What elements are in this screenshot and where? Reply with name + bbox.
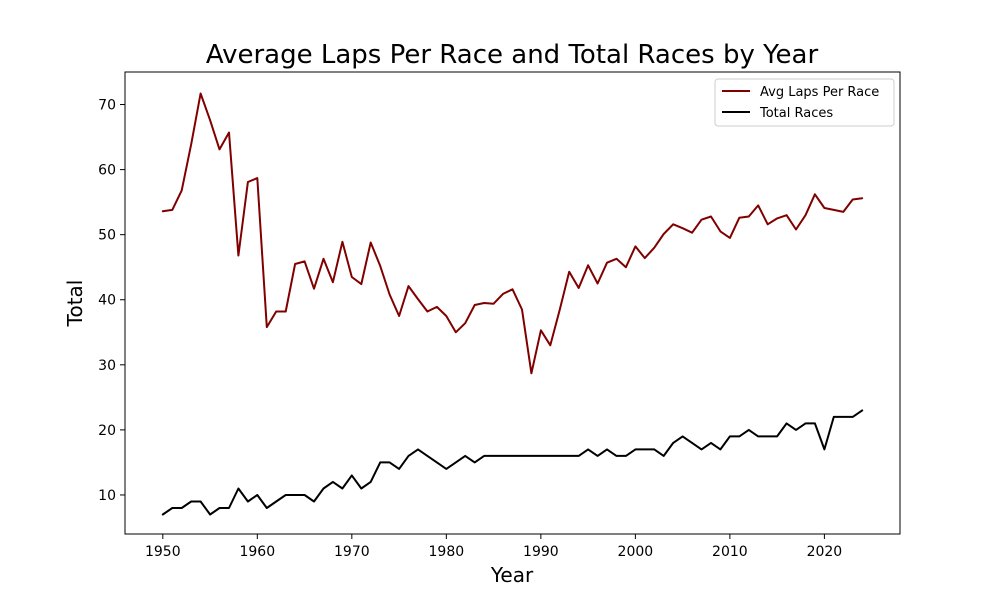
- y-tick-label: 50: [98, 228, 116, 244]
- legend-box: [714, 78, 895, 127]
- x-tick-label: 1990: [523, 544, 559, 560]
- x-tick-label: 1980: [429, 544, 465, 560]
- y-axis: 10 20 30 40 50 60 70: [98, 98, 125, 504]
- x-tick-label: 1970: [334, 544, 370, 560]
- plot-frame: [124, 71, 901, 535]
- x-tick-label: 2010: [712, 544, 748, 560]
- y-tick-label: 30: [98, 358, 116, 374]
- series-line-avg-laps-per-race: [161, 92, 864, 375]
- legend-label: Total Races: [759, 106, 833, 121]
- y-tick-label: 60: [98, 163, 116, 179]
- y-tick-label: 20: [98, 423, 116, 439]
- series-line-total-races: [161, 409, 864, 516]
- legend: Avg Laps Per Race Total Races: [714, 78, 895, 127]
- x-tick-label: 2020: [807, 544, 843, 560]
- y-tick-label: 40: [98, 293, 116, 309]
- y-axis-label: Total: [63, 280, 87, 328]
- chart-title: Average Laps Per Race and Total Races by…: [206, 40, 819, 70]
- plot-area: 1950 1960 1970 1980 1990 2000 2010 2020 10 20 30 4…: [98, 71, 901, 560]
- legend-label: Avg Laps Per Race: [760, 85, 879, 100]
- x-tick-label: 1950: [145, 544, 181, 560]
- x-tick-label: 2000: [618, 544, 654, 560]
- x-axis: 1950 1960 1970 1980 1990 2000 2010 2020: [145, 534, 842, 560]
- y-tick-label: 10: [98, 488, 116, 504]
- y-tick-label: 70: [98, 98, 116, 114]
- x-axis-label: Year: [490, 563, 534, 587]
- x-tick-label: 1960: [239, 544, 275, 560]
- series-layer: [161, 92, 864, 516]
